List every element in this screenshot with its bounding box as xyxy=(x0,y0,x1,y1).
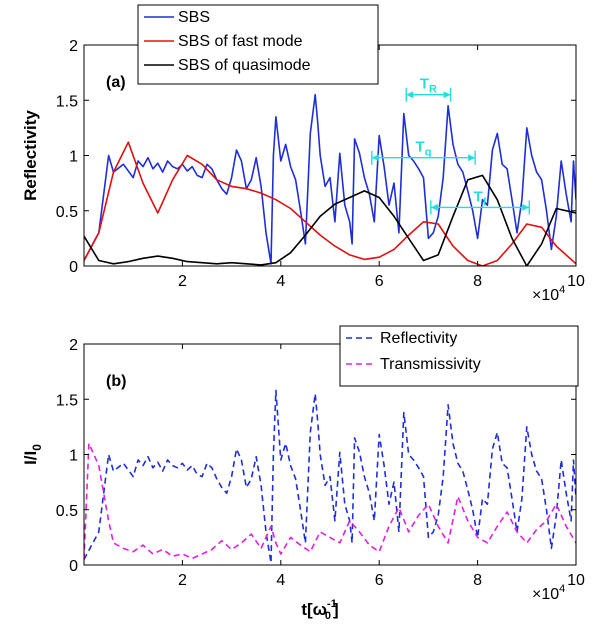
y-tick-label: 1.5 xyxy=(56,93,78,110)
x-tick-label: 4 xyxy=(276,572,285,589)
x-multiplier: ×104 xyxy=(532,583,565,603)
y-tick-label: 1 xyxy=(69,448,78,465)
y-tick-label: 0 xyxy=(69,558,78,575)
x-axis-label-sup: -1 xyxy=(327,598,337,610)
x-tick-label: 10 xyxy=(567,572,585,589)
x-multiplier-exp: 4 xyxy=(559,284,565,296)
legend-box xyxy=(137,4,379,85)
y-tick-label: 2 xyxy=(69,337,78,354)
annotation-right-arrowhead xyxy=(443,91,451,99)
y-tick-label: 0 xyxy=(69,259,78,276)
series-line-reflectivity xyxy=(84,389,576,564)
annotation-label-main: T xyxy=(474,188,483,205)
panel-label: (a) xyxy=(106,74,126,91)
x-axis-label: t[ω-1 0] xyxy=(301,598,338,622)
legend-label: SBS of fast mode xyxy=(178,33,303,50)
y-tick-label: 0.5 xyxy=(56,503,78,520)
series-line-sbs-of-fast-mode xyxy=(84,141,576,266)
annotation-t-q: Tq xyxy=(371,139,476,165)
annotation-left-arrowhead xyxy=(406,91,414,99)
x-tick-label: 2 xyxy=(178,572,187,589)
annotation-left-arrowhead xyxy=(371,154,379,162)
legend-label: Transmissivity xyxy=(380,356,481,373)
annotation-label-sub: q xyxy=(425,147,432,159)
y-tick-label: 1.5 xyxy=(56,392,78,409)
annotation-label-sub: f xyxy=(483,196,487,208)
annotation-t-f: Tf xyxy=(430,188,530,215)
x-axis-label-main: t[ω xyxy=(301,600,327,619)
annotation-label-main: T xyxy=(416,139,425,156)
y-tick-label: 1 xyxy=(69,149,78,166)
y-axis-label-sub: 0 xyxy=(30,444,44,451)
y-axis-label: I/I0 xyxy=(21,444,44,465)
x-multiplier-base: ×10 xyxy=(532,287,559,304)
legend: Reflectivity Transmissivity xyxy=(339,325,579,387)
y-axis-label-main: I/I xyxy=(21,451,40,465)
x-multiplier: ×104 xyxy=(532,284,565,304)
x-tick-label: 4 xyxy=(276,273,285,290)
series-line-sbs-of-quasimode xyxy=(84,174,576,266)
annotation-label-sub: R xyxy=(429,84,437,96)
legend-label: SBS of quasimode xyxy=(178,57,311,74)
annotation-right-arrowhead xyxy=(468,154,476,162)
series-line-sbs xyxy=(84,93,576,265)
annotation-left-arrowhead xyxy=(430,203,438,211)
legend: SBS SBS of fast mode SBS of quasimode xyxy=(137,4,379,85)
annotation-label-main: T xyxy=(420,76,429,93)
annotation-label: Tq xyxy=(416,139,432,159)
y-axis-label-main: Reflectivity xyxy=(21,110,40,201)
panel-label: (b) xyxy=(106,373,126,390)
y-tick-label: 0.5 xyxy=(56,204,78,221)
x-tick-label: 8 xyxy=(473,572,482,589)
x-tick-label: 6 xyxy=(375,273,384,290)
x-tick-label: 10 xyxy=(567,273,585,290)
legend-label: SBS xyxy=(178,9,210,26)
y-axis-label: Reflectivity xyxy=(21,110,40,201)
x-tick-label: 8 xyxy=(473,273,482,290)
x-axis-label-end: ] xyxy=(333,600,339,619)
x-multiplier-exp: 4 xyxy=(559,583,565,595)
annotation-label: TR xyxy=(420,76,437,96)
x-tick-label: 6 xyxy=(375,572,384,589)
x-tick-label: 2 xyxy=(178,273,187,290)
legend-box xyxy=(339,325,579,387)
series-line-transmissivity xyxy=(84,442,576,560)
annotation-label: Tf xyxy=(474,188,487,208)
annotation-t-r: TR xyxy=(405,76,452,102)
legend-label: Reflectivity xyxy=(380,330,457,347)
y-tick-label: 2 xyxy=(69,38,78,55)
x-axis-label-sub: 0 xyxy=(325,610,331,622)
annotation-right-arrowhead xyxy=(522,203,530,211)
x-multiplier-base: ×10 xyxy=(532,586,559,603)
